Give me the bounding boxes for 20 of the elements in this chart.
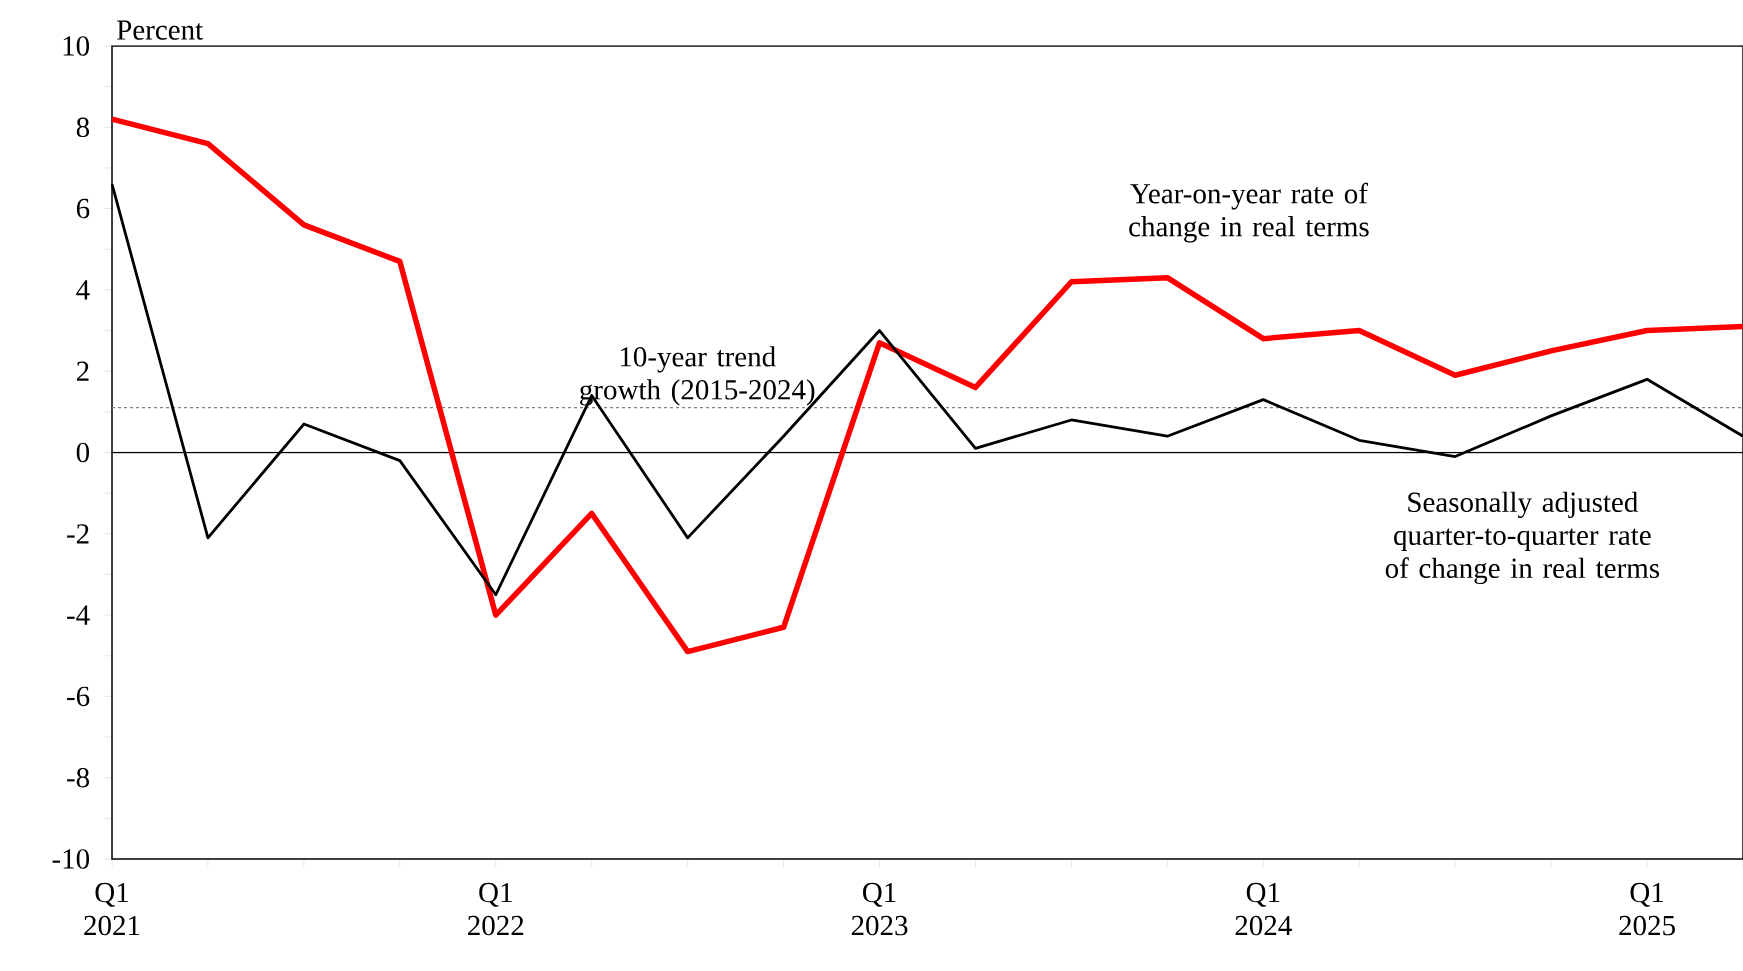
y-tick-label: 4 (76, 280, 90, 300)
y-tick-label: -6 (67, 686, 90, 707)
y-tick-label: 10 (63, 36, 90, 56)
y-tick-label: -4 (67, 605, 90, 625)
x-tick-label: Q1 2023 (851, 882, 908, 936)
y-axis-title: Percent (117, 20, 204, 40)
y-tick-label: 0 (76, 442, 90, 463)
series-label: Seasonally adjusted quarter-to-quarter rate of change in real terms (1385, 491, 1660, 585)
y-tick-label: 6 (76, 198, 90, 219)
x-tick-label: Q1 2024 (1235, 882, 1292, 936)
ref-line-label: 10-year trend growth (2015-2024) (580, 346, 815, 406)
y-tick-label: 8 (76, 117, 90, 138)
x-tick-label: Q1 2022 (468, 882, 524, 936)
x-tick-label: Q1 2025 (1619, 882, 1675, 936)
y-tick-label: 2 (76, 361, 89, 381)
y-tick-label: -8 (67, 767, 90, 788)
series-label: Year-on-year rate of change in real terms (1129, 182, 1369, 243)
x-tick-label: Q1 2021 (84, 882, 140, 936)
y-tick-label: -2 (67, 524, 89, 544)
y-tick-label: -10 (52, 849, 90, 869)
